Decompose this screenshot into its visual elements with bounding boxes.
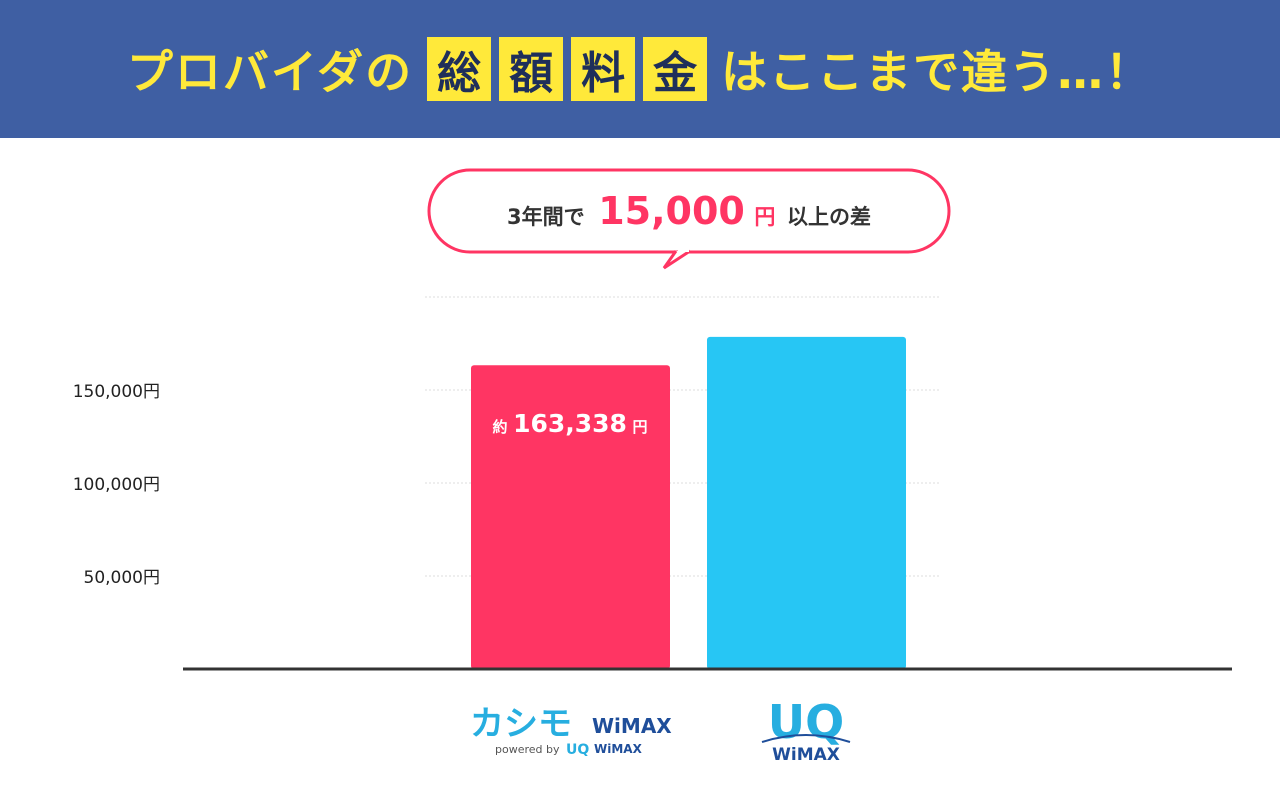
headline: プロバイダの 総 額 料 金 はここまで違う…！ <box>0 0 1280 138</box>
y-tick-label: 150,000円 <box>73 382 160 402</box>
bar-uq-wimax <box>707 336 906 669</box>
headline-box-3: 料 <box>571 37 636 101</box>
difference-callout: 3年間で 15,000 円 以上の差 <box>427 168 951 270</box>
y-tick-label: 100,000円 <box>73 475 160 495</box>
y-tick-label: 50,000円 <box>84 568 160 588</box>
uq-logo-swoosh <box>761 734 851 743</box>
kashimo-logo-powered-by: powered by <box>495 743 560 756</box>
bars <box>471 336 906 669</box>
callout-tail-text: 以上の差 <box>787 205 871 229</box>
kashimo-logo-uq: UQ <box>566 742 589 758</box>
headline-box-2: 額 <box>499 37 564 101</box>
callout-amount: 15,000 <box>598 189 745 233</box>
kashimo-logo-wimax: WiMAX <box>592 714 672 738</box>
kashimo-logo-uq-wimax: WiMAX <box>594 742 643 756</box>
headline-prefix: プロバイダの <box>126 45 414 99</box>
y-axis-ticks: 50,000円 100,000円 150,000円 <box>73 382 160 588</box>
uq-value-label: 約 178,574 円 <box>715 307 897 338</box>
callout-text: 3年間で 15,000 円 以上の差 <box>507 189 871 233</box>
callout-lead: 3年間で <box>507 205 585 229</box>
bar-value-labels: 約 163,338 円 約 178,574 円 <box>492 307 897 438</box>
uq-wimax-logo: UQ WiMAX <box>761 695 851 765</box>
callout-tail <box>662 249 691 270</box>
headline-box-1: 総 <box>427 37 492 101</box>
callout-unit: 円 <box>754 205 775 229</box>
kashimo-logo-main: カシモ <box>470 704 572 744</box>
uq-logo-sub: WiMAX <box>772 745 840 765</box>
bar-kashimo-wimax <box>471 365 670 669</box>
headline-highlight-boxes: 総 額 料 金 <box>427 37 708 101</box>
headline-suffix: はここまで違う…！ <box>721 45 1154 99</box>
header-banner <box>0 0 1280 138</box>
headline-box-4: 金 <box>643 37 708 101</box>
uq-logo-main: UQ <box>768 695 844 749</box>
kashimo-wimax-logo: カシモ WiMAX powered by UQ WiMAX <box>470 704 672 758</box>
kashimo-value-label: 約 163,338 円 <box>492 409 647 438</box>
